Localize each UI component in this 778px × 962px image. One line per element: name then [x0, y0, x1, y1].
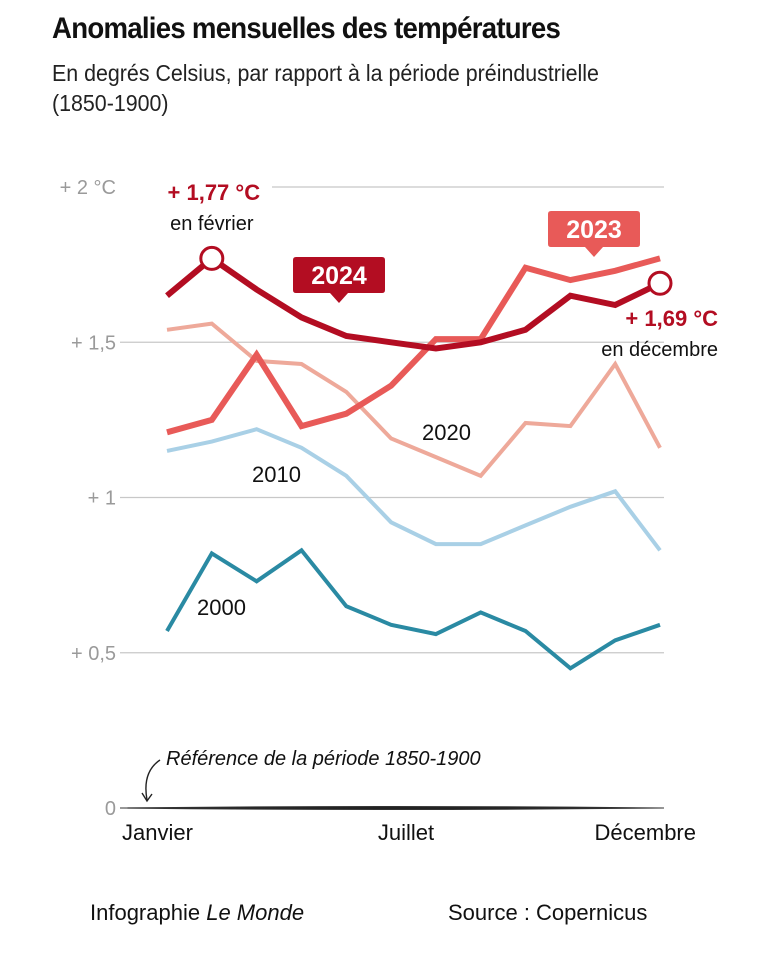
gridlines: [120, 186, 664, 654]
series-line-2010: [166, 427, 662, 552]
callout-value: + 1,77 °C: [168, 180, 261, 205]
y-tick-label: + 1: [88, 488, 116, 510]
y-tick-label: + 0,5: [71, 643, 116, 665]
series-line-2024: [165, 254, 662, 352]
x-tick-label: Janvier: [122, 820, 193, 845]
series-labels: 2000 2010 2020 2024 2023: [197, 211, 640, 620]
callout-subtext: en février: [170, 213, 254, 235]
annotations: + 1,77 °C en février + 1,69 °C en décembre R…: [141, 180, 718, 803]
series-tag-2023: [548, 211, 640, 257]
x-tick-label: Juillet: [378, 820, 434, 845]
series-lines: [165, 254, 662, 671]
y-tick-label: + 2 °C: [60, 177, 116, 199]
series-line-2020: [166, 321, 662, 479]
x-axis: Janvier Juillet Décembre: [122, 820, 696, 845]
series-line-2000: [165, 547, 661, 671]
y-axis: + 2 °C + 1,5 + 1 + 0,5 0: [60, 177, 116, 820]
y-tick-label: + 1,5: [71, 332, 116, 354]
series-line-2023: [166, 255, 661, 436]
credit: Infographie Le Monde: [90, 900, 304, 926]
series-tag-label-2023: 2023: [566, 216, 622, 244]
series-label-2010: 2010: [252, 462, 301, 487]
series-label-2000: 2000: [197, 595, 246, 620]
reference-note: Référence de la période 1850-1900: [166, 748, 481, 770]
callout-subtext: en décembre: [601, 339, 718, 361]
x-tick-label: Décembre: [595, 820, 696, 845]
arrow-head-icon: [141, 792, 153, 803]
source: Source : Copernicus: [448, 900, 648, 925]
series-tag-2024: [293, 257, 385, 303]
y-tick-label: 0: [105, 798, 116, 820]
chart-subtitle: En degrés Celsius, par rapport à la péri…: [52, 60, 599, 116]
series-label-2020: 2020: [422, 420, 471, 445]
credit-brand: Le Monde: [206, 900, 305, 925]
highlight-marker: [199, 245, 225, 271]
series-tag-label-2024: 2024: [311, 262, 367, 290]
highlight-marker: [647, 270, 673, 296]
credit-prefix: Infographie: [90, 900, 207, 925]
reference-arrow: [145, 759, 161, 801]
reference-baseline: [119, 806, 665, 810]
callout-value: + 1,69 °C: [625, 306, 718, 331]
baseline-line: [119, 806, 665, 810]
chart-title: Anomalies mensuelles des températures: [52, 12, 561, 45]
